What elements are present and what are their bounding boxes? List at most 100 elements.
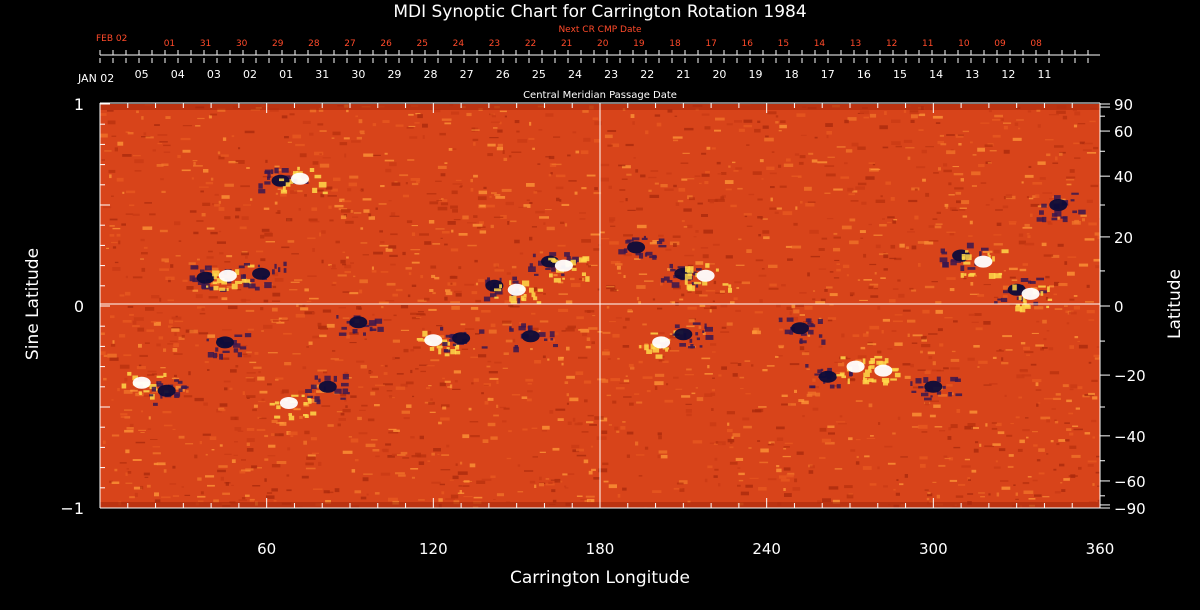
field-speckle [418,499,425,501]
field-speckle [222,329,232,331]
region-speckle [190,265,199,270]
region-speckle [280,189,288,194]
field-speckle [221,297,228,301]
field-speckle [813,290,816,292]
cmp-start-label: JAN 02 [77,72,114,85]
cmp-date-label: 11 [1037,68,1051,81]
field-speckle [398,474,406,477]
region-speckle [307,398,312,404]
field-speckle [152,391,162,393]
field-speckle [435,228,445,230]
field-speckle [430,398,433,401]
field-speckle [211,449,215,451]
region-speckle [533,296,538,301]
field-speckle [583,380,592,384]
cmp-date-label: 01 [279,68,293,81]
region-speckle [582,256,590,262]
next-cr-date-label: 20 [597,39,609,49]
field-speckle [789,363,800,366]
field-speckle [567,325,576,329]
field-speckle [712,377,715,379]
y-left-ticks [100,103,110,509]
field-speckle [152,149,156,152]
cmp-date-label: 23 [604,68,618,81]
field-speckle [236,289,242,291]
active-region-negative [778,317,826,345]
field-speckle [519,252,524,255]
field-speckle [1003,122,1012,124]
field-speckle [731,436,734,440]
field-speckle [567,154,571,157]
field-speckle [341,209,351,213]
field-speckle [709,422,717,427]
field-speckle [734,281,742,284]
field-speckle [217,108,226,112]
region-speckle [377,326,384,332]
field-speckle [1049,198,1057,200]
field-speckle [290,435,294,438]
field-speckle [969,293,980,295]
field-speckle [495,196,506,199]
field-speckle [688,318,695,323]
field-speckle [182,149,191,153]
field-speckle [504,300,511,304]
field-speckle [551,489,556,493]
field-speckle [1012,137,1022,141]
field-speckle [348,182,357,187]
field-speckle [274,278,284,282]
field-speckle [691,392,696,395]
field-speckle [473,378,479,382]
field-speckle [217,469,226,473]
field-speckle [132,320,137,325]
field-speckle [194,454,198,459]
field-speckle [767,478,777,481]
field-speckle [493,216,504,218]
field-speckle [597,288,601,291]
field-speckle [658,359,665,362]
field-speckle [1095,471,1100,474]
region-speckle [863,377,866,381]
field-speckle [931,369,941,372]
field-speckle [323,490,330,494]
field-speckle [192,160,198,162]
field-speckle [572,449,580,453]
field-speckle [569,397,579,402]
field-speckle [417,311,424,313]
field-speckle [1020,342,1026,345]
region-speckle [1027,280,1032,284]
field-speckle [317,123,324,126]
field-speckle [1054,308,1063,310]
field-speckle [1037,402,1041,404]
field-speckle [993,296,999,299]
field-speckle [808,152,814,155]
field-speckle [1030,287,1038,290]
field-speckle [395,386,406,390]
field-speckle [644,446,649,450]
field-speckle [1023,346,1031,351]
field-speckle [542,425,550,430]
field-speckle [967,479,971,481]
region-speckle [817,318,823,324]
field-speckle [636,207,643,211]
region-speckle [1015,306,1023,312]
field-speckle [238,499,247,502]
region-core [627,241,646,254]
region-speckle [189,275,195,282]
region-speckle [314,174,322,179]
field-speckle [1040,416,1051,420]
field-speckle [960,178,964,182]
field-speckle [539,476,542,481]
field-speckle [529,121,532,126]
field-speckle [309,132,314,136]
field-speckle [864,455,870,458]
field-speckle [218,207,225,211]
field-speckle [309,297,319,300]
field-speckle [241,459,246,461]
region-speckle [988,273,996,279]
region-speckle [324,375,331,381]
field-speckle [546,226,555,231]
field-speckle [865,176,875,180]
field-speckle [548,155,555,160]
field-speckle [116,177,124,182]
active-region-positive [639,330,684,359]
